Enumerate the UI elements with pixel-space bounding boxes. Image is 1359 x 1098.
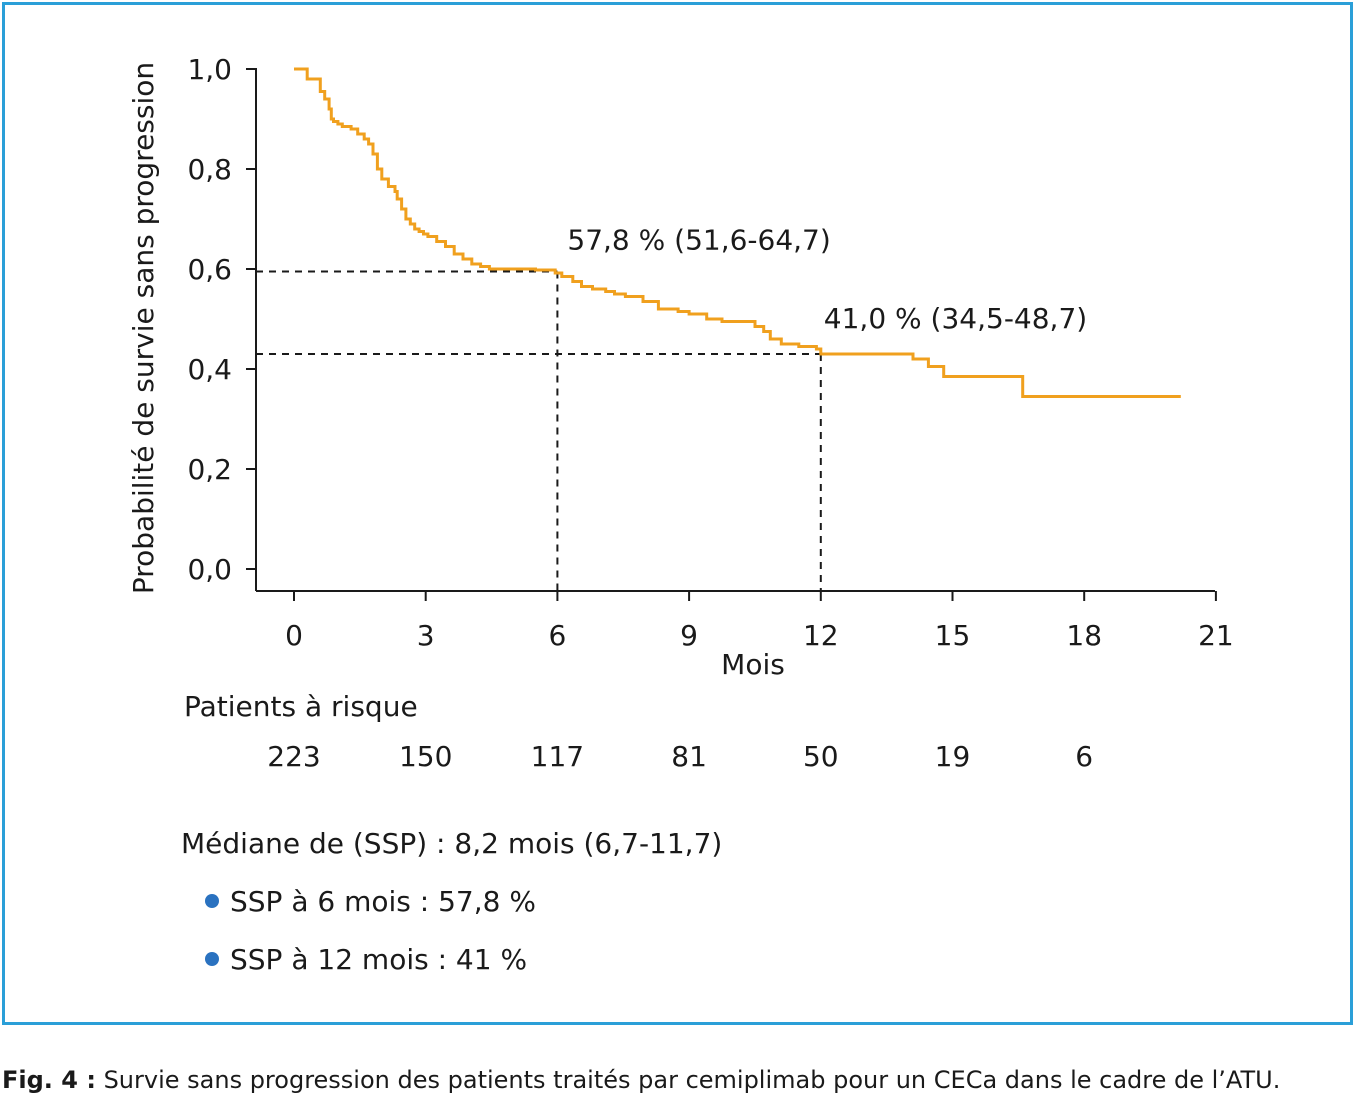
x-axis-label: Mois [721,648,785,681]
y-tick-label: 0,2 [187,453,232,486]
caption-text: Survie sans progression des patients tra… [95,1066,1281,1094]
survival-curve [294,67,1181,398]
median-pfs-text: Médiane de (SSP) : 8,2 mois (6,7-11,7) [181,827,723,860]
chart-labels: Mois Probabilité de survie sans progressi… [127,62,1087,681]
chart-axes: 1,0 0,8 0,6 0,4 0,2 0,0 0 3 6 9 12 15 18 21 [187,53,1233,652]
risk-count: 6 [1075,740,1094,773]
figure-frame [2,2,1353,1025]
y-tick-label: 1,0 [187,53,232,86]
x-tick-label: 9 [680,619,698,652]
risk-count: 81 [671,740,707,773]
y-tick-label: 0,8 [187,153,232,186]
risk-count: 50 [802,740,839,773]
bullet-dot-icon [205,894,219,908]
x-tick-label: 12 [803,619,839,652]
reference-annotation: 57,8 % (51,6-64,7) [567,224,830,257]
risk-count: 117 [530,740,585,773]
survival-curve-group [294,67,1181,398]
survival-chart: 1,0 0,8 0,6 0,4 0,2 0,0 0 3 6 9 12 15 18 21 Mois Proba… [127,53,1234,681]
risk-table-title: Patients à risque [184,690,418,723]
bullet-item-6-months: SSP à 6 mois : 57,8 % [205,885,536,918]
y-tick-label: 0,0 [187,553,232,586]
bullet-item-12-months: SSP à 12 mois : 41 % [205,943,527,976]
bullet-text: SSP à 12 mois : 41 % [230,943,528,976]
risk-count: 19 [934,740,971,773]
x-tick-label: 6 [548,619,566,652]
x-tick-label: 18 [1066,619,1102,652]
risk-count: 150 [398,740,453,773]
reference-annotation: 41,0 % (34,5-48,7) [824,302,1087,335]
x-tick-label: 21 [1198,619,1234,652]
bullet-text: SSP à 6 mois : 57,8 % [230,885,536,918]
y-tick-label: 0,6 [187,253,232,286]
caption-label: Fig. 4 : [2,1066,96,1094]
figure-caption: Fig. 4 : Survie sans progression des pat… [2,1066,1280,1094]
risk-count: 223 [267,740,321,773]
x-tick-label: 3 [417,619,435,652]
x-tick-label: 0 [285,619,303,652]
y-axis-label: Probabilité de survie sans progression [127,62,160,594]
reference-lines [256,270,822,591]
bullet-dot-icon [205,952,219,966]
x-tick-label: 15 [935,619,971,652]
y-tick-label: 0,4 [187,353,232,386]
